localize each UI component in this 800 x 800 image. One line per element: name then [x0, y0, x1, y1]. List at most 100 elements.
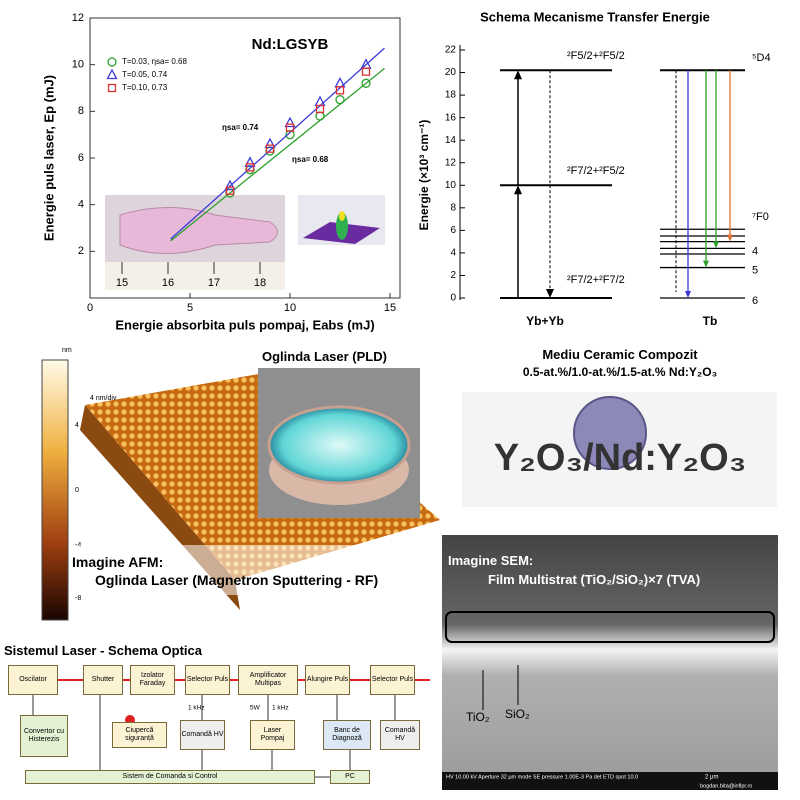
y-tick-label: 2 — [78, 245, 84, 257]
arrowhead — [703, 260, 709, 268]
schematic-node: Izolator Faraday — [130, 665, 175, 695]
legend-marker — [107, 57, 117, 67]
level-label: ²F7/2+²F7/2 — [567, 274, 625, 286]
diagram-y-label: Energie (×10³ cm⁻¹) — [417, 120, 431, 231]
x-tick-label: 5 — [187, 302, 193, 314]
arrowhead — [685, 291, 691, 298]
schematic-node: Sistem de Comanda si Control — [25, 770, 315, 784]
sem-label: SiO₂ — [505, 707, 530, 721]
ruler-label: 15 — [116, 277, 128, 289]
data-point — [244, 156, 256, 167]
legend-marker — [107, 83, 117, 93]
afm-scale-label: -8 — [75, 595, 81, 602]
afm-scale-label: 0 — [75, 487, 79, 494]
schematic-node: Selector Puls — [185, 665, 230, 695]
schematic-node: Amplificator Multipas — [238, 665, 298, 695]
afm-caption: Oglinda Laser (Magnetron Sputtering - RF… — [95, 572, 379, 588]
x-tick-label: 10 — [284, 302, 296, 314]
annotation: ηsa= 0.68 — [292, 155, 329, 164]
schematic-node: Comandă HV — [380, 720, 420, 750]
afm-unit: nm — [62, 347, 72, 354]
data-point — [245, 165, 255, 175]
y-tick-label: 0 — [450, 293, 456, 304]
ruler-label: 17 — [208, 277, 220, 289]
schematic-node: Laser Pompaj — [250, 720, 295, 750]
data-point — [361, 67, 371, 76]
y-tick-label: 10 — [445, 180, 457, 191]
afm-caption-bg — [75, 545, 445, 595]
afm-colorbar — [41, 359, 69, 621]
y-tick-label: 12 — [445, 157, 457, 168]
data-point — [285, 123, 295, 132]
schematic-node: Banc de Diagnoză — [323, 720, 371, 750]
diagram-title: Schema Mecanisme Transfer Energie — [480, 9, 710, 24]
ceramic-sample-text: Y₂O₃/Nd:Y₂O₃ — [494, 437, 747, 479]
arrowhead — [727, 234, 733, 242]
level-label: 5 — [752, 264, 758, 276]
data-point — [314, 95, 326, 107]
level-label: ²F7/2+²F5/2 — [567, 165, 625, 177]
y-tick-label: 8 — [450, 202, 456, 213]
y-tick-label: 10 — [72, 59, 84, 71]
x-tick-label: 0 — [87, 302, 93, 314]
sem-label: TiO₂ — [466, 710, 490, 724]
sem-image — [442, 535, 778, 790]
arrowhead — [546, 289, 554, 298]
ruler-label: 16 — [162, 277, 174, 289]
level-label: ⁵D4 — [752, 52, 771, 64]
schematic-node: Selector Puls — [370, 665, 415, 695]
data-point — [284, 116, 296, 128]
arrowhead — [713, 241, 719, 249]
sem-title: Imagine SEM: — [448, 553, 534, 568]
fit-line — [170, 47, 385, 240]
sem-caption: Film Multistrat (TiO₂/SiO₂)×7 (TVA) — [488, 572, 701, 587]
y-tick-label: 14 — [445, 135, 457, 146]
y-tick-label: 16 — [445, 112, 457, 123]
data-point — [225, 186, 235, 195]
schematic-node: Alungire Puls — [305, 665, 350, 695]
y-tick-label: 18 — [445, 90, 457, 101]
legend-label: T=0.10, 0.73 — [122, 83, 168, 92]
control-lines — [32, 695, 396, 778]
x-axis-label: Energie absorbita puls pompaj, Eabs (mJ) — [115, 317, 374, 332]
y-tick-label: 4 — [450, 248, 456, 259]
sem-credit: bogdan.bita@inflpr.ro — [700, 783, 752, 789]
data-point — [361, 78, 371, 88]
legend-label: T=0.05, 0.74 — [122, 70, 168, 79]
beam-peak — [336, 212, 348, 240]
crystal — [119, 207, 278, 254]
y-tick-label: 6 — [78, 152, 84, 164]
schematic-node: Convertor cu Histerezis — [20, 715, 68, 757]
group-label: Yb+Yb — [526, 314, 564, 328]
schematic-node: PC — [330, 770, 370, 784]
data-point — [335, 86, 345, 95]
y-tick-label: 4 — [78, 199, 84, 211]
data-point — [334, 76, 346, 88]
sem-highlight — [445, 611, 775, 643]
level-label: 6 — [752, 295, 758, 307]
legend-marker — [106, 68, 118, 80]
sem-footer — [442, 772, 778, 790]
data-point — [265, 144, 275, 153]
y-tick-label: 8 — [78, 105, 84, 117]
mirror-face — [267, 405, 411, 485]
legend-label: T=0.03, ηsa= 0.68 — [122, 57, 187, 66]
schematic-note: 1 kHz — [188, 705, 205, 712]
data-point — [335, 95, 345, 105]
y-tick-label: 12 — [72, 12, 84, 24]
y-tick-label: 22 — [445, 45, 457, 56]
sem-footer-text: HV 10.00 kV Aperture 32 μm mode SE press… — [446, 774, 638, 780]
fit-line — [170, 67, 385, 242]
level-label: 4 — [752, 245, 758, 257]
schematic-node: Oscilator — [8, 665, 58, 695]
afm-scale-label: 4 — [75, 422, 79, 429]
afm-zscale: 4 nm/div — [90, 395, 117, 402]
schematic-node: Ciupercă siguranță — [112, 722, 167, 748]
data-point — [315, 104, 325, 114]
mirror-title: Oglinda Laser (PLD) — [262, 349, 387, 364]
schematic-note: 1 kHz — [272, 705, 289, 712]
level-label: ⁷F0 — [752, 211, 769, 223]
y-tick-label: 20 — [445, 67, 457, 78]
y-tick-label: 6 — [450, 225, 456, 236]
